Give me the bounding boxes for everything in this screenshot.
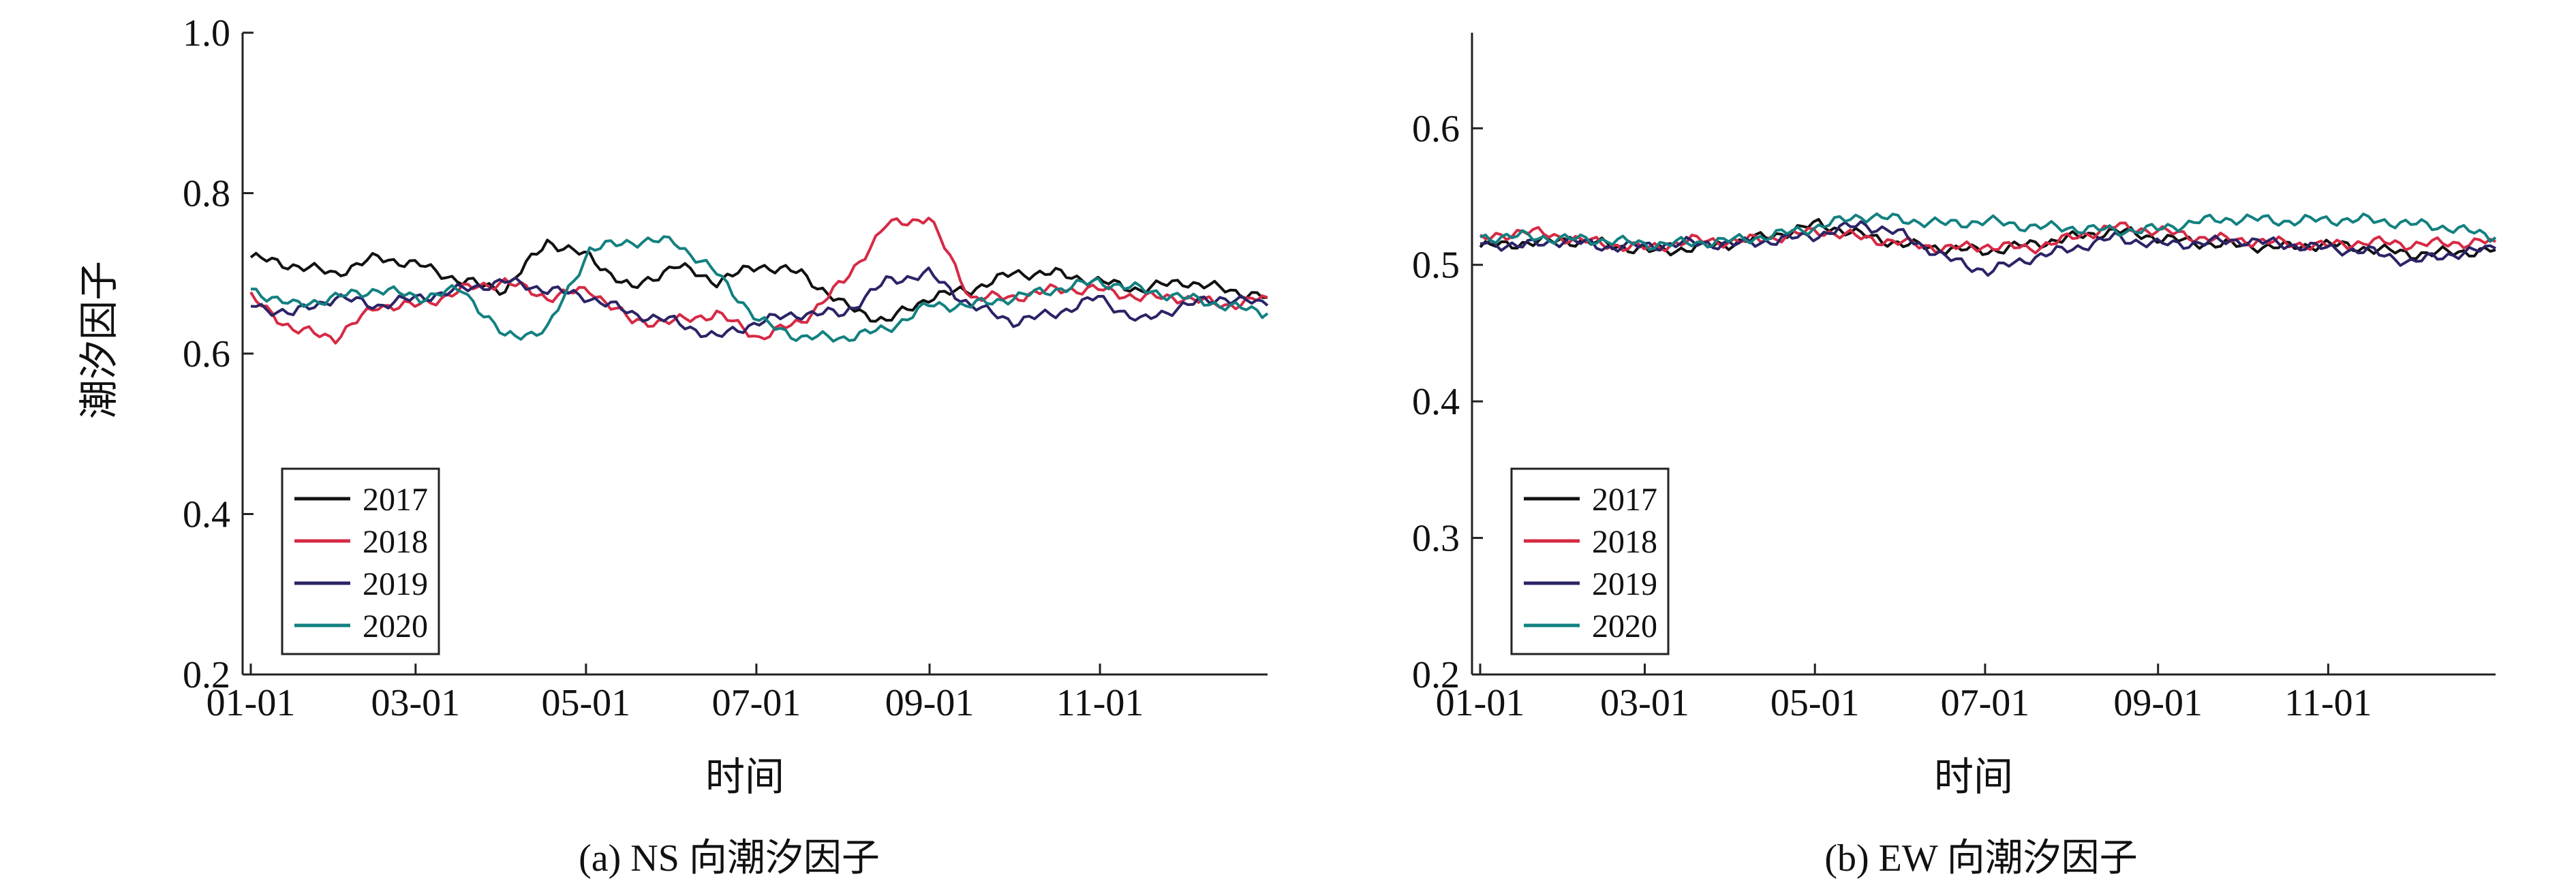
- y-tick-label: 0.2: [1412, 654, 1460, 696]
- series-line-2020: [250, 235, 1269, 343]
- x-tick-label: 09-01: [885, 682, 975, 724]
- series-line-2019: [250, 266, 1269, 339]
- legend-box: [281, 467, 440, 655]
- x-tick-label: 03-01: [1600, 682, 1689, 724]
- y-tick-label: 0.2: [183, 654, 230, 696]
- series-line-2017: [1479, 217, 2496, 260]
- x-axis-title: 时间: [1934, 755, 2013, 799]
- legend-label: 2019: [363, 566, 428, 602]
- x-tick-label: 07-01: [712, 682, 801, 724]
- panel-ew-tidal-factor: 0.2 0.3 0.4 0.5 0.6 01-01 03-01 05-01 07-01 09-01…: [1412, 33, 2497, 880]
- x-tick-label: 11-01: [2284, 682, 2372, 724]
- x-tick-label: 07-01: [1941, 682, 2030, 724]
- legend: 2017 2018 2019 2020: [1510, 467, 1670, 655]
- y-tick-label: 0.3: [1412, 518, 1460, 560]
- legend-label: 2018: [363, 524, 428, 560]
- x-tick-label: 11-01: [1056, 682, 1144, 724]
- series-line-2020: [1479, 212, 2497, 251]
- y-tick-label: 0.4: [1412, 381, 1460, 423]
- y-tick-label: 0.6: [183, 333, 230, 375]
- x-tick-label: 03-01: [371, 682, 461, 724]
- x-tick-label: 09-01: [2113, 682, 2203, 724]
- y-axis-title: 潮汐因子: [77, 261, 121, 419]
- series-line-2018: [1479, 221, 2496, 255]
- series-line-2017: [249, 238, 1268, 323]
- x-tick-label: 05-01: [1770, 682, 1860, 724]
- panel-caption: (a) NS 向潮汐因子: [579, 837, 880, 880]
- x-tick-label: 05-01: [542, 682, 631, 724]
- y-tick-label: 0.5: [1412, 245, 1460, 287]
- legend: 2017 2018 2019 2020: [281, 467, 440, 655]
- legend-label: 2017: [363, 482, 428, 518]
- legend-label: 2020: [1592, 608, 1657, 645]
- legend-label: 2018: [1592, 524, 1657, 560]
- x-tick-label: 01-01: [206, 682, 296, 724]
- y-tick-label: 0.4: [183, 494, 230, 536]
- legend-label: 2020: [363, 608, 428, 645]
- y-tick-label: 0.6: [1412, 108, 1460, 150]
- panel-ns-tidal-factor: 0.2 0.4 0.6 0.8 1.0 01-01 03-01 05-01 07-01 09-01…: [77, 12, 1269, 880]
- panel-caption: (b) EW 向潮汐因子: [1824, 837, 2137, 880]
- y-tick-label: 1.0: [183, 12, 230, 55]
- x-tick-label: 01-01: [1436, 682, 1525, 724]
- y-tick-label: 0.8: [183, 173, 230, 215]
- series-line-2019: [1479, 220, 2496, 277]
- x-axis-title: 时间: [705, 755, 784, 799]
- legend-label: 2017: [1592, 482, 1657, 518]
- legend-label: 2019: [1592, 566, 1657, 602]
